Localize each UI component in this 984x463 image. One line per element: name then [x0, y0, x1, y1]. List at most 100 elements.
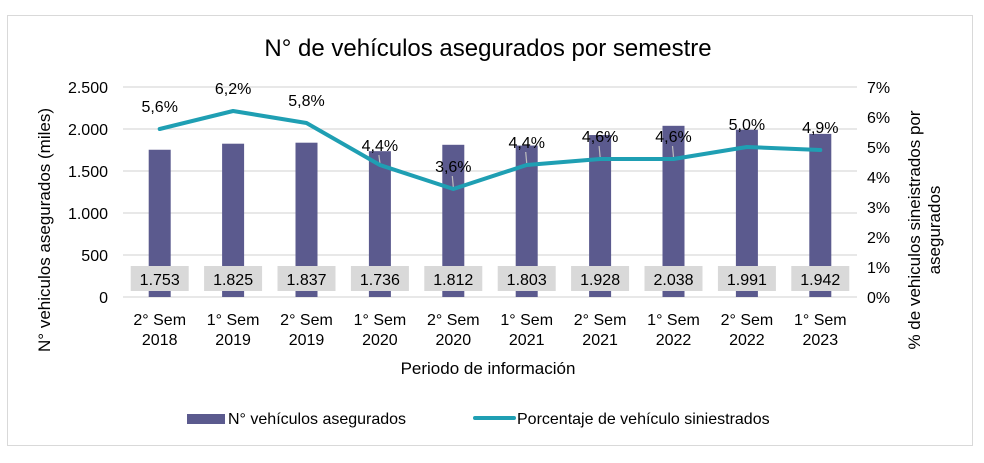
x-tick-label-line1: 2° Sem: [574, 312, 627, 329]
bar-label-box: [277, 266, 336, 291]
y-tick-label: 2.500: [68, 80, 108, 97]
x-tick-label-line2: 2023: [803, 332, 839, 349]
leader-line: [525, 151, 528, 164]
line-data-label: 6,2%: [215, 81, 251, 98]
legend-bar-swatch: [187, 414, 225, 424]
x-tick-label-line1: 1° Sem: [500, 312, 553, 329]
legend-item-bars[interactable]: N° vehículos asegurados: [187, 411, 406, 428]
leader-line: [598, 145, 601, 158]
y2-axis-title-line2: asegurados: [925, 186, 944, 275]
x-tick-label-line2: 2022: [656, 332, 692, 349]
y-axis-title: N° vehiculos asegurados (miles): [35, 108, 54, 352]
y2-tick-label: 7%: [867, 80, 890, 97]
x-tick-label-line1: 1° Sem: [794, 312, 847, 329]
bar-data-labels: 1.753 1.825 1.837 1.736 1.812 1.803 1.928 2.038…: [130, 266, 850, 291]
line-data-label: 4,4%: [362, 138, 398, 155]
leader-line: [378, 154, 381, 164]
legend: N° vehículos asegurados Porcentaje de ve…: [187, 411, 770, 428]
y-tick-label: 0: [99, 290, 108, 307]
leader-line: [671, 145, 675, 158]
line-data-label: 3,6%: [435, 159, 471, 176]
line-path: [157, 109, 823, 191]
bar-label-box: [717, 266, 776, 291]
line-data-label: 4,6%: [655, 129, 691, 146]
y2-axis-title-line1: % de vehiculos sineistrados por: [905, 110, 924, 349]
bar-label-box: [204, 266, 263, 291]
y-tick-label: 500: [81, 248, 108, 265]
y-tick-label: 1.000: [68, 206, 108, 223]
x-tick-label-line2: 2019: [289, 332, 325, 349]
x-tick-label-line1: 1° Sem: [354, 312, 407, 329]
x-tick-label-line1: 2° Sem: [427, 312, 480, 329]
y2-tick-label: 6%: [867, 110, 890, 127]
bar: [515, 145, 538, 297]
bar-data-label: 1.812: [433, 272, 473, 289]
y2-axis-ticks: 0% 1% 2% 3% 4% 5% 6% 7%: [867, 80, 890, 307]
x-tick-label-line2: 2022: [729, 332, 765, 349]
bar-label-box: [424, 266, 483, 291]
chart-title: N° de vehículos asegurados por semestre: [264, 35, 711, 62]
bar: [735, 129, 758, 297]
bar-data-label: 1.825: [213, 272, 253, 289]
bar-data-label: 2.038: [653, 272, 693, 289]
bar-data-label: 1.942: [800, 272, 840, 289]
bar: [148, 149, 171, 297]
bar: [368, 151, 391, 297]
y2-tick-label: 4%: [867, 170, 890, 187]
y2-tick-label: 2%: [867, 230, 890, 247]
line-data-label: 4,4%: [508, 135, 544, 152]
line-data-labels: 5,6% 6,2% 5,8% 4,4% 3,6% 4,4% 4,6% 4,6% 5,0% 4,9%: [141, 81, 838, 176]
y-tick-label: 1.500: [68, 164, 108, 181]
bar-label-box: [571, 266, 630, 291]
bar-label-box: [130, 266, 189, 291]
y-axis-ticks: 0 500 1.000 1.500 2.000 2.500: [68, 80, 108, 307]
y2-tick-label: 0%: [867, 290, 890, 307]
x-tick-label-line2: 2021: [509, 332, 545, 349]
line-data-label: 5,6%: [141, 99, 177, 116]
gridlines: [123, 86, 857, 298]
bar: [295, 142, 318, 297]
bar-data-label: 1.753: [140, 272, 180, 289]
legend-bar-label: N° vehículos asegurados: [228, 411, 406, 428]
bar-label-box: [791, 266, 850, 291]
bar-data-label: 1.736: [360, 272, 400, 289]
line-data-label: 4,6%: [582, 129, 618, 146]
leader-line: [451, 175, 454, 188]
bar-series: [148, 125, 832, 297]
y2-tick-label: 5%: [867, 140, 890, 157]
x-tick-label-line2: 2018: [142, 332, 178, 349]
bar-data-label: 1.837: [286, 272, 326, 289]
bar: [222, 143, 245, 297]
bar-data-label: 1.803: [507, 272, 547, 289]
bar: [442, 144, 465, 297]
bar: [809, 133, 832, 297]
leader-lines: [378, 145, 675, 188]
bar: [662, 125, 685, 297]
line-data-label: 5,8%: [288, 93, 324, 110]
bar-label-box: [644, 266, 703, 291]
x-tick-label-line1: 1° Sem: [647, 312, 700, 329]
bar-data-label: 1.991: [727, 272, 767, 289]
x-tick-label-line1: 1° Sem: [207, 312, 260, 329]
y-tick-label: 2.000: [68, 122, 108, 139]
x-axis-ticks: 2° Sem 2018 1° Sem 2019 2° Sem 2019 1° Sem 2020…: [133, 312, 846, 349]
x-axis-title: Periodo de información: [401, 359, 576, 378]
line-series: [157, 109, 823, 191]
x-tick-label-line2: 2019: [215, 332, 251, 349]
x-tick-label-line1: 2° Sem: [133, 312, 186, 329]
legend-item-line[interactable]: Porcentaje de vehículo siniestrados: [473, 411, 770, 428]
y2-tick-label: 1%: [867, 260, 890, 277]
bar-label-box: [497, 266, 556, 291]
x-tick-label-line1: 2° Sem: [280, 312, 333, 329]
x-tick-label-line1: 2° Sem: [721, 312, 774, 329]
bar-label-box: [350, 266, 409, 291]
bar-data-label: 1.928: [580, 272, 620, 289]
y2-tick-label: 3%: [867, 200, 890, 217]
x-tick-label-line2: 2021: [582, 332, 618, 349]
bar: [589, 135, 612, 297]
x-tick-label-line2: 2020: [362, 332, 398, 349]
legend-line-label: Porcentaje de vehículo siniestrados: [517, 411, 770, 428]
line-data-label: 4,9%: [802, 120, 838, 137]
x-tick-label-line2: 2020: [436, 332, 472, 349]
